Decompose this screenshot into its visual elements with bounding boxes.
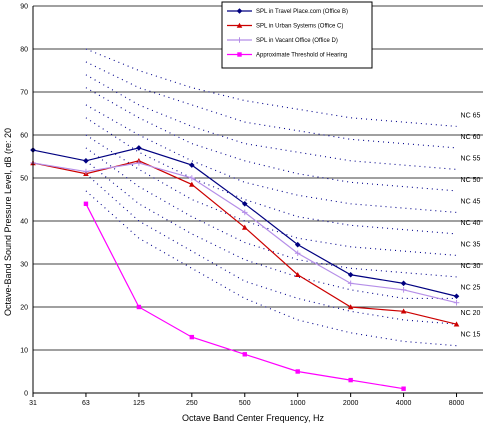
data-point: [189, 162, 195, 168]
data-point: [236, 37, 243, 43]
nc-curve-label: NC 45: [461, 198, 481, 205]
legend-box: [221, 1, 373, 69]
nc-curve-label: NC 25: [461, 284, 481, 291]
nc-curve-label: NC 15: [461, 332, 481, 339]
y-tick-label: 60: [20, 133, 28, 140]
y-tick-label: 10: [20, 348, 28, 355]
data-point: [241, 201, 248, 207]
legend-label: SPL in Urban Systems (Office C): [256, 24, 343, 30]
series-lines: [30, 145, 460, 391]
nc-curve: [85, 104, 457, 213]
legend-entry: SPL in Travel Place.com (Office B): [227, 8, 348, 15]
nc-curve-label: NC 35: [461, 241, 481, 248]
data-point: [294, 271, 301, 277]
x-axis-title: Octave Band Center Frequency, Hz: [182, 413, 324, 423]
data-point: [400, 308, 407, 314]
data-point: [295, 369, 300, 374]
data-point: [294, 241, 301, 248]
data-point: [348, 377, 353, 383]
x-tick-label: 250: [186, 400, 198, 407]
legend-label: SPL in Travel Place.com (Office B): [256, 9, 348, 15]
nc-curves: NC 65 NC 60 NC 55 NC 50 NC 45 NC 40 NC 35 NC 30…: [85, 48, 481, 347]
data-point: [83, 158, 89, 164]
data-point: [237, 52, 242, 57]
y-tick-label: 90: [20, 4, 28, 11]
data-point: [189, 175, 195, 181]
data-point: [347, 280, 354, 287]
x-tick-label: 4000: [396, 400, 412, 407]
data-point: [241, 209, 248, 216]
data-point: [136, 304, 142, 310]
nc-curve: [85, 173, 457, 325]
data-point: [347, 304, 354, 310]
nc-curve-label: NC 60: [461, 134, 481, 141]
series: [30, 160, 460, 306]
data-point: [83, 168, 89, 175]
legend: SPL in Travel Place.com (Office B) SPL in…: [221, 1, 373, 69]
legend-entry: SPL in Vacant Office (Office D): [227, 37, 338, 44]
data-point: [294, 250, 301, 257]
data-point: [400, 280, 407, 287]
data-point: [453, 321, 460, 327]
x-tick-label: 500: [239, 400, 251, 407]
data-point: [242, 352, 247, 357]
data-point: [189, 334, 195, 340]
y-tick-label: 0: [24, 391, 28, 398]
nc-curve-label: NC 20: [461, 310, 481, 317]
data-point: [136, 145, 142, 151]
nc-curve-label: NC 50: [461, 177, 481, 184]
x-tick-label: 63: [82, 400, 90, 407]
data-point: [236, 22, 243, 28]
y-tick-label: 40: [20, 219, 28, 226]
nc-curve: [85, 87, 457, 192]
gridlines: [33, 5, 483, 351]
data-point: [83, 201, 89, 206]
axes: 0 10 20 30 40 50 60 70 80 90 31 63 125 250 500 1000 2000…: [20, 4, 483, 407]
data-point: [401, 386, 406, 391]
data-point: [400, 287, 407, 293]
legend-label: SPL in Vacant Office (Office D): [256, 38, 338, 44]
data-point: [347, 271, 354, 278]
nc-curve: [85, 160, 457, 299]
series: [30, 145, 460, 300]
data-point: [136, 160, 142, 166]
y-tick-label: 80: [20, 47, 28, 54]
y-tick-label: 70: [20, 90, 28, 97]
x-tick-label: 2000: [343, 400, 359, 407]
x-tick-label: 31: [29, 400, 37, 407]
legend-entry: Approximate Threshold of Hearing: [227, 52, 347, 59]
nc-curve-label: NC 65: [461, 112, 481, 119]
data-point: [189, 181, 195, 187]
x-tick-label: 1000: [290, 400, 306, 407]
data-point: [236, 8, 243, 14]
y-axis-title: Octave-Band Sound Pressure Level, dB (re…: [3, 128, 13, 316]
legend-entry: SPL in Urban Systems (Office C): [227, 22, 343, 30]
nc-curve: [85, 74, 457, 170]
nc-curve-label: NC 55: [461, 155, 481, 162]
data-point: [453, 299, 460, 306]
nc-curve-label: NC 40: [461, 220, 481, 227]
data-point: [241, 224, 248, 230]
nc-curve-label: NC 30: [461, 263, 481, 270]
nc-curve: [85, 147, 457, 278]
series: [83, 201, 406, 391]
y-tick-label: 30: [20, 262, 28, 269]
y-tick-label: 20: [20, 305, 28, 312]
legend-label: Approximate Threshold of Hearing: [256, 53, 347, 59]
y-tick-label: 50: [20, 176, 28, 183]
data-point: [453, 293, 460, 300]
x-tick-label: 8000: [449, 400, 465, 407]
x-tick-label: 125: [133, 400, 145, 407]
